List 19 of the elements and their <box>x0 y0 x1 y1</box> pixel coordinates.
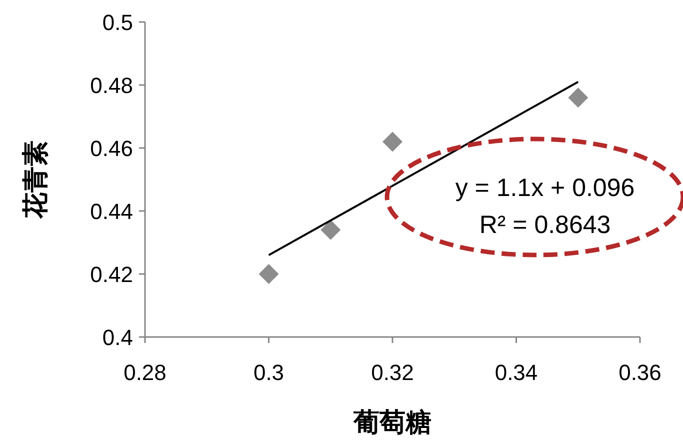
point <box>382 132 402 152</box>
y-tick-label: 0.4 <box>102 325 133 350</box>
annotation: R² = 0.8643 <box>479 211 611 239</box>
y-tick-label: 0.48 <box>90 73 133 98</box>
y-tick-label: 0.44 <box>90 199 133 224</box>
y-tick-label: 0.42 <box>90 262 133 287</box>
x-tick-label: 0.3 <box>253 360 284 385</box>
y-tick-label: 0.46 <box>90 136 133 161</box>
x-tick-label: 0.34 <box>494 360 538 385</box>
x-tick-label: 0.36 <box>618 360 662 385</box>
point <box>568 88 588 108</box>
x-tick-label: 0.28 <box>124 360 166 385</box>
y-tick-label: 0.5 <box>102 10 133 35</box>
x-axis-title: 葡萄糖 <box>352 407 432 437</box>
y-axis-title: 花青素 <box>20 140 50 220</box>
point <box>258 264 279 284</box>
point <box>320 220 341 240</box>
x-tick-label: 0.32 <box>371 360 414 385</box>
annotation: y = 1.1x + 0.096 <box>455 174 635 202</box>
